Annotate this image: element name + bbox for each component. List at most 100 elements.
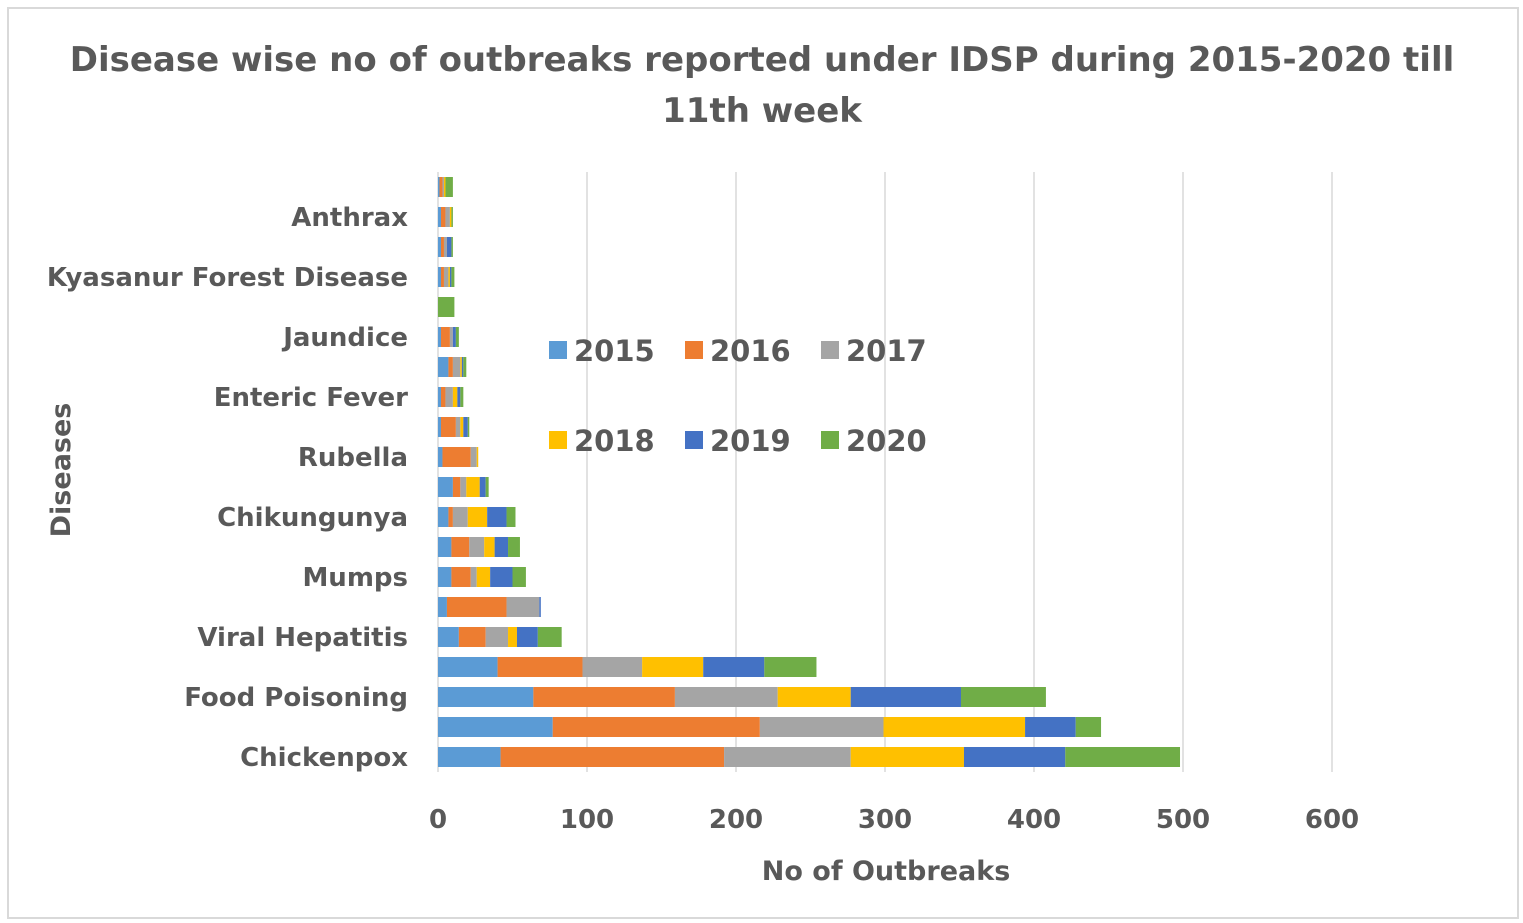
x-tick-label: 500	[1156, 805, 1210, 835]
bar-segment-2019	[703, 657, 765, 677]
bar-segment-2018	[777, 687, 851, 707]
bar-segment-2015	[438, 327, 441, 347]
category-label: Enteric Fever	[214, 383, 408, 413]
bar-segment-2017	[452, 357, 461, 377]
bar-segment-2015	[438, 357, 449, 377]
bar-segment-2020	[451, 237, 453, 257]
bar-segment-2018	[460, 417, 464, 437]
bar-segment-2017	[470, 567, 477, 587]
bar-segment-2015	[438, 507, 449, 527]
bar-segment-2020	[506, 507, 516, 527]
bar-segment-2018	[850, 747, 964, 767]
bar-segment-2019	[457, 387, 461, 407]
bar-segment-2020	[537, 627, 562, 647]
bar-segment-2020	[463, 357, 467, 377]
bar-segment-2019	[463, 417, 468, 437]
bar-segment-2015	[438, 627, 459, 647]
bar-segment-2016	[552, 717, 760, 737]
bar-segment-2017	[460, 477, 467, 497]
bar-segment-2020	[1065, 747, 1181, 767]
bar-segment-2016	[440, 237, 444, 257]
bar-segment-2017	[449, 327, 453, 347]
bar-segment-2019	[490, 567, 513, 587]
legend-label-2017: 2017	[846, 334, 927, 368]
bar-segment-2017	[485, 627, 509, 647]
bar-segment-2015	[438, 207, 441, 227]
legend-label-2019: 2019	[710, 424, 791, 458]
bar-segment-2020	[960, 687, 1046, 707]
bar-segment-2016	[442, 447, 471, 467]
bar-segment-2017	[674, 687, 778, 707]
bar-segment-2016	[452, 477, 461, 497]
bar-segment-2015	[438, 177, 440, 197]
bar-segment-2016	[533, 687, 675, 707]
gridlines	[437, 172, 1333, 772]
chart-title-line-1: Disease wise no of outbreaks reported un…	[70, 40, 1455, 80]
bar-segment-2016	[448, 507, 453, 527]
bar-segment-2015	[438, 417, 441, 437]
bar-segment-2019	[452, 327, 456, 347]
bar-segment-2017	[445, 387, 453, 407]
bar-segment-2018	[448, 267, 450, 287]
category-labels: Chickenpox Food Poisoning Viral Hepatitis M…	[47, 203, 408, 773]
bar-segment-2016	[451, 537, 470, 557]
bar-segment-2017	[469, 537, 485, 557]
legend-swatch-2019	[685, 431, 703, 449]
legend-swatch-2015	[549, 341, 567, 359]
legend-label-2018: 2018	[574, 424, 655, 458]
category-label: Food Poisoning	[184, 683, 408, 713]
x-tick-label: 600	[1305, 805, 1359, 835]
bar-segment-2019	[494, 537, 509, 557]
bar-segment-2017	[724, 747, 851, 767]
bar-segment-2016	[440, 327, 450, 347]
category-label: Viral Hepatitis	[197, 623, 408, 653]
bar-segment-2017	[452, 507, 468, 527]
bar-segment-2017	[455, 417, 461, 437]
category-label: Chikungunya	[217, 503, 408, 533]
bar-segment-2018	[443, 177, 446, 197]
bar-segment-2017	[506, 597, 540, 617]
bar-segment-2015	[438, 237, 441, 257]
bar-segment-2018	[476, 567, 491, 587]
bar-segment-2019	[479, 477, 486, 497]
bar-segment-2015	[438, 267, 441, 287]
y-axis-title: Diseases	[46, 403, 77, 538]
legend-label-2015: 2015	[574, 334, 655, 368]
bar-segment-2016	[440, 417, 456, 437]
bar-segment-2016	[440, 207, 446, 227]
legend-swatch-2018	[549, 431, 567, 449]
bar-segment-2020	[508, 537, 520, 557]
bar-segment-2015	[438, 387, 441, 407]
bar-segment-2016	[446, 597, 507, 617]
bars	[438, 177, 1181, 767]
legend-swatch-2016	[685, 341, 703, 359]
bar-segment-2016	[440, 267, 444, 287]
bar-segment-2017	[443, 237, 447, 257]
bar-segment-2020	[455, 327, 459, 347]
x-tick-label: 0	[429, 805, 447, 835]
bar-segment-2018	[452, 387, 458, 407]
legend: 2015 2016 2017 2018 2019 2020	[549, 334, 927, 458]
bar-segment-2020	[451, 267, 455, 287]
category-label: Rubella	[298, 443, 408, 473]
x-axis-title: No of Outbreaks	[762, 856, 1011, 887]
category-label: Anthrax	[291, 203, 408, 233]
bar-segment-2016	[497, 657, 583, 677]
bar-segment-2020	[1075, 717, 1102, 737]
category-label: Mumps	[302, 563, 408, 593]
bar-segment-2020	[485, 477, 489, 497]
bar-segment-2018	[460, 357, 462, 377]
x-tick-label: 100	[560, 805, 614, 835]
bar-segment-2018	[466, 477, 480, 497]
bar-segment-2015	[438, 657, 498, 677]
bar-segment-2019	[446, 237, 452, 257]
bar-segment-2018	[467, 507, 488, 527]
bar-segment-2020	[438, 297, 455, 317]
bar-segment-2015	[438, 447, 443, 467]
bar-segment-2019	[1025, 717, 1076, 737]
x-tick-label: 400	[1007, 805, 1061, 835]
bar-segment-2016	[500, 747, 725, 767]
legend-swatch-2020	[821, 431, 839, 449]
bar-segment-2020	[460, 387, 464, 407]
